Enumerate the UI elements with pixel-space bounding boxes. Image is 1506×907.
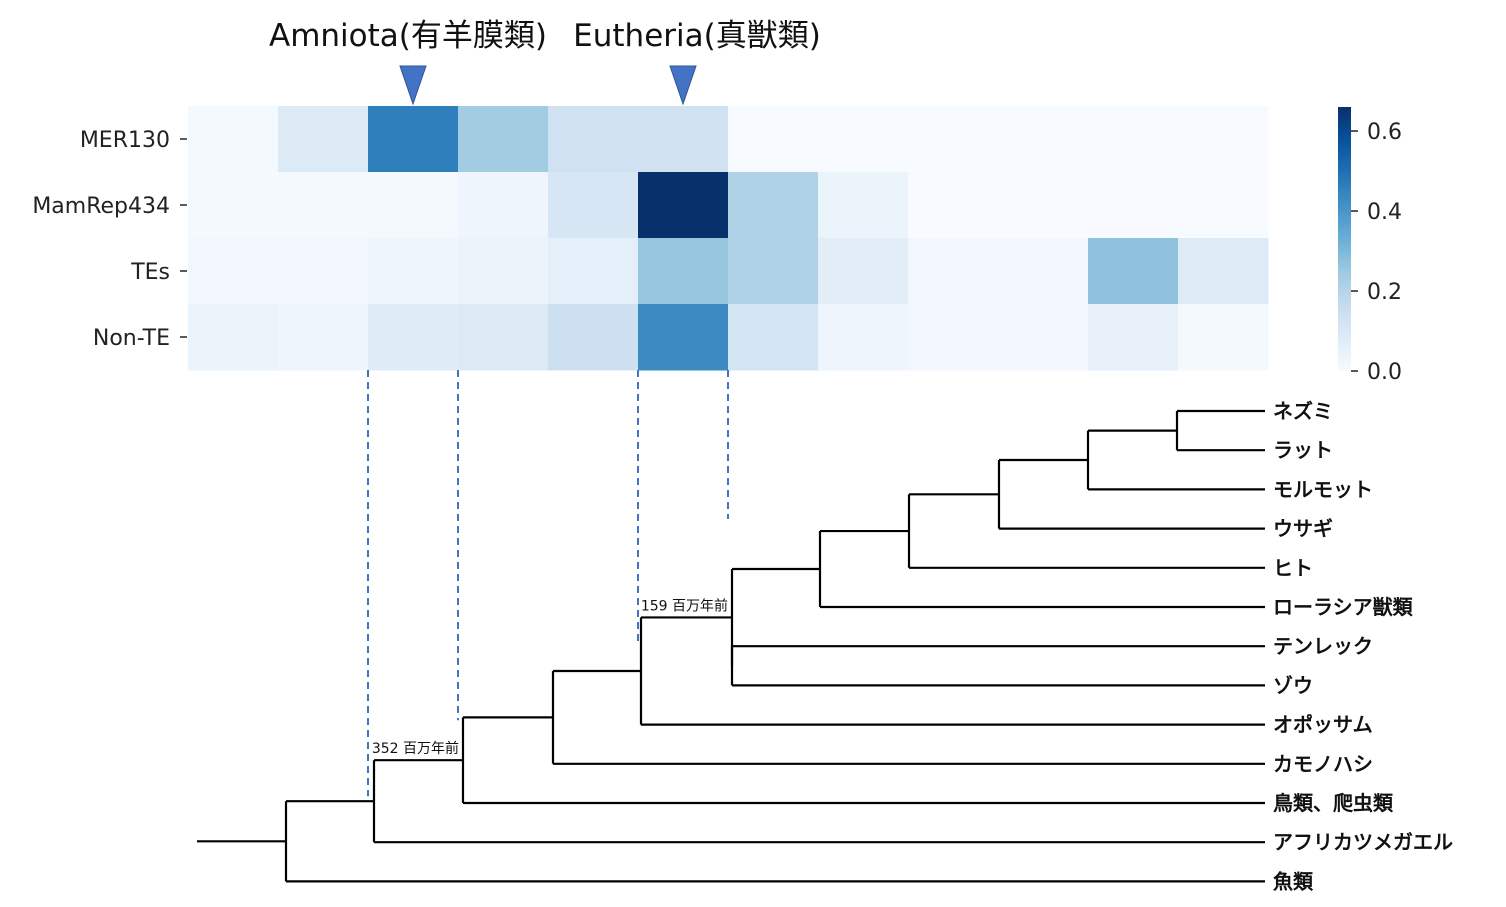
heatmap-row-labels: MER130 MamRep434 TEs Non-TE <box>32 128 187 351</box>
heatmap-cell <box>638 238 729 305</box>
heatmap-cell <box>368 304 459 371</box>
heatmap-cell <box>638 106 729 173</box>
tree-leaf-label: 鳥類、爬虫類 <box>1273 791 1394 815</box>
heatmap-cell <box>458 172 549 239</box>
heatmap-cell <box>548 172 639 239</box>
heatmap-cell <box>1088 106 1179 173</box>
heatmap-cell <box>998 106 1089 173</box>
heatmap-cell <box>188 106 279 173</box>
tree-leaf-label: 魚類 <box>1273 869 1314 893</box>
colorbar-tick-label: 0.4 <box>1367 200 1402 225</box>
heatmap-cell <box>908 106 999 173</box>
heatmap-cell <box>368 172 459 239</box>
heatmap-cell <box>818 106 909 173</box>
heatmap-cell <box>1088 238 1179 305</box>
colorbar-tick-label: 0.0 <box>1367 360 1402 385</box>
heatmap-cell <box>1178 172 1269 239</box>
colorbar-tick-label: 0.2 <box>1367 280 1402 305</box>
heatmap-cell <box>278 304 369 371</box>
tree-leaf-label: アフリカツメガエル <box>1273 830 1453 854</box>
tree-node-age-label: 159 百万年前 <box>641 597 728 614</box>
heatmap-cell <box>638 172 729 239</box>
heatmap-cell <box>548 304 639 371</box>
colorbar-tick-label: 0.6 <box>1367 120 1402 145</box>
clade-guide-lines <box>367 370 729 797</box>
tree-node-age-label: 352 百万年前 <box>372 740 459 757</box>
heatmap-cell <box>188 304 279 371</box>
heatmap-cell <box>458 106 549 173</box>
tree-leaf-label: ラット <box>1273 438 1333 462</box>
heatmap-cell <box>998 304 1089 371</box>
heatmap-cell <box>1178 238 1269 305</box>
tree-leaf-label: モルモット <box>1273 477 1373 501</box>
heatmap-cell <box>368 106 459 173</box>
heatmap-cell <box>278 172 369 239</box>
heatmap-grid <box>188 106 1269 371</box>
clade-marker-label: Amniota(有羊膜類) <box>269 18 547 54</box>
heatmap-row-label: TEs <box>130 260 170 285</box>
tree-leaf-label: ウサギ <box>1273 517 1333 541</box>
phylogenetic-tree: ネズミラットモルモットウサギヒトローラシア獣類テンレックゾウオポッサムカモノハシ… <box>197 399 1453 893</box>
clade-marker-label: Eutheria(真獣類) <box>573 18 821 54</box>
colorbar-gradient <box>1338 107 1351 371</box>
heatmap-cell <box>818 172 909 239</box>
heatmap-cell <box>638 304 729 371</box>
heatmap-cell <box>728 172 819 239</box>
heatmap-cell <box>998 238 1089 305</box>
heatmap-cell <box>908 172 999 239</box>
heatmap-cell <box>908 238 999 305</box>
tree-leaf-label: ヒト <box>1273 556 1313 580</box>
heatmap-cell <box>908 304 999 371</box>
heatmap-cell <box>818 304 909 371</box>
heatmap-cell <box>818 238 909 305</box>
heatmap-cell <box>368 238 459 305</box>
heatmap-cell <box>188 172 279 239</box>
clade-marker-triangle <box>399 65 427 106</box>
heatmap-cell <box>188 238 279 305</box>
heatmap-cell <box>728 106 819 173</box>
heatmap-cell <box>458 304 549 371</box>
tree-leaf-label: カモノハシ <box>1273 752 1373 776</box>
tree-leaf-label: ネズミ <box>1273 399 1333 423</box>
clade-markers: Amniota(有羊膜類) Eutheria(真獣類) <box>269 18 821 106</box>
heatmap-cell <box>548 106 639 173</box>
heatmap-cell <box>458 238 549 305</box>
heatmap-cell <box>1178 304 1269 371</box>
heatmap-cell <box>548 238 639 305</box>
heatmap-cell <box>728 238 819 305</box>
heatmap-cell <box>278 238 369 305</box>
tree-leaf-label: オポッサム <box>1273 713 1373 737</box>
heatmap-row-label: Non-TE <box>93 326 170 351</box>
heatmap-row-label: MamRep434 <box>32 194 170 219</box>
heatmap-cell <box>1088 172 1179 239</box>
tree-leaf-label: テンレック <box>1273 634 1373 658</box>
heatmap-cell <box>728 304 819 371</box>
tree-leaf-label: ゾウ <box>1273 673 1313 697</box>
heatmap-cell <box>278 106 369 173</box>
heatmap-row-label: MER130 <box>80 128 170 153</box>
tree-leaf-label: ローラシア獣類 <box>1273 595 1414 619</box>
heatmap-cell <box>1178 106 1269 173</box>
clade-marker-triangle <box>669 65 697 106</box>
heatmap-cell <box>1088 304 1179 371</box>
colorbar: 0.0 0.2 0.4 0.6 <box>1338 107 1402 385</box>
heatmap-cell <box>998 172 1089 239</box>
